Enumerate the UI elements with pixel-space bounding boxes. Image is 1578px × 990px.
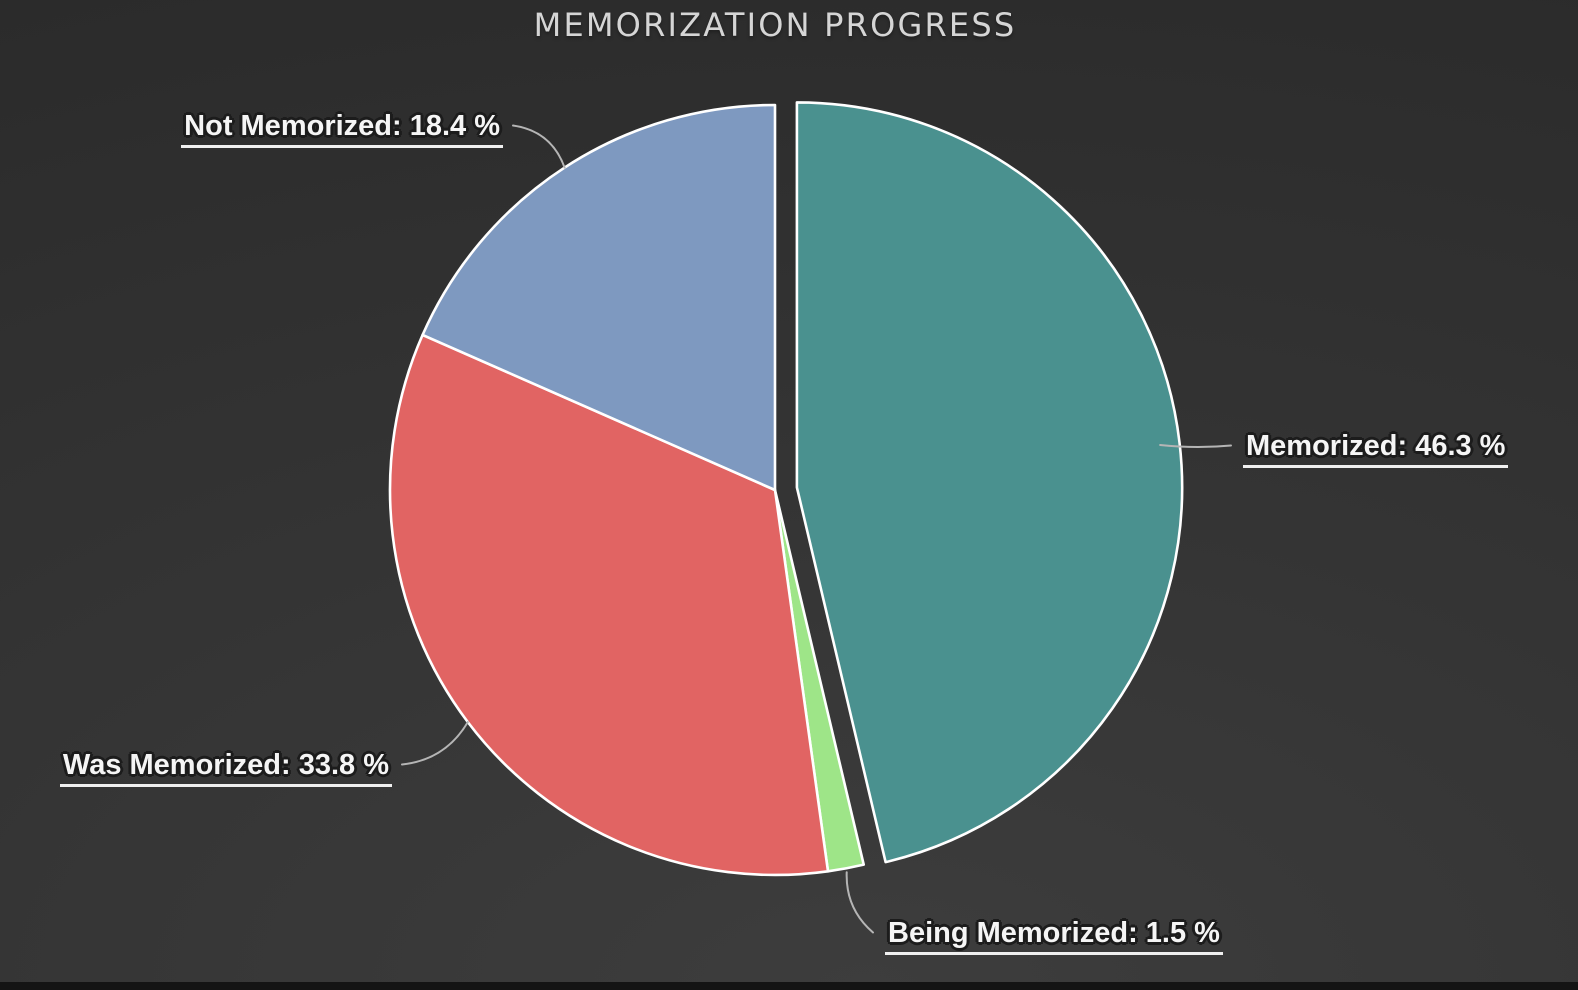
pie-label-being-memorized: Being Memorized: 1.5 % xyxy=(885,916,1223,955)
pie-label-was-memorized: Was Memorized: 33.8 % xyxy=(59,748,392,787)
bottom-edge-bar xyxy=(0,982,1578,990)
leader-line-was-memorized xyxy=(401,721,469,766)
chart-title: MEMORIZATION PROGRESS xyxy=(533,6,1017,44)
leader-line-being-memorized xyxy=(845,871,874,934)
pie-slice-memorized xyxy=(795,101,1184,864)
pie-label-memorized: Memorized: 46.3 % xyxy=(1243,429,1509,468)
leader-line-memorized xyxy=(1159,444,1232,449)
leader-line-not-memorized xyxy=(512,124,566,169)
pie-label-not-memorized: Not Memorized: 18.4 % xyxy=(181,109,503,148)
